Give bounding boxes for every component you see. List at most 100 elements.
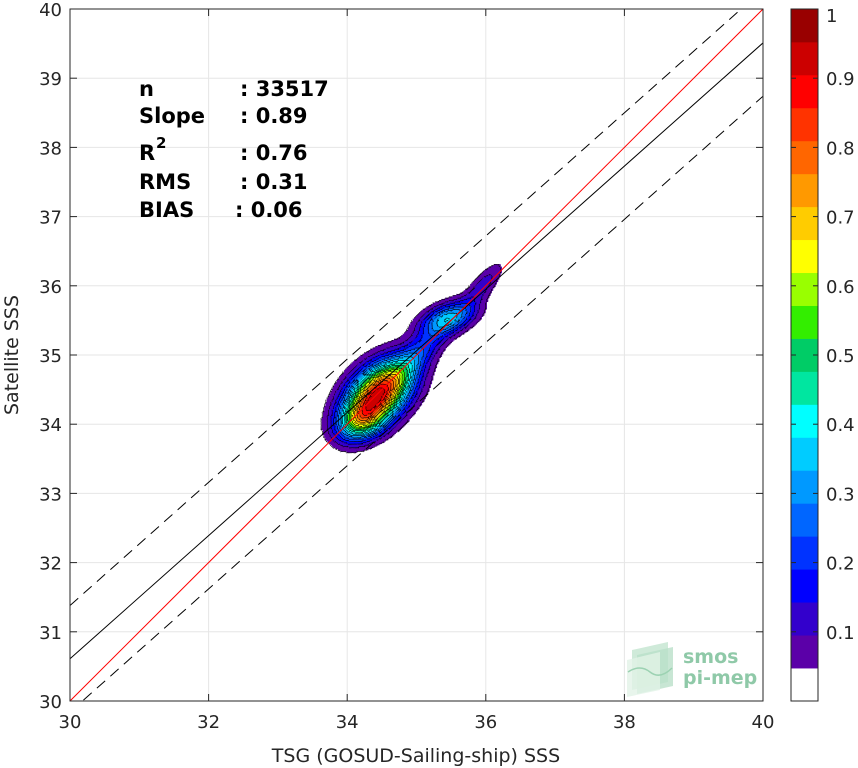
- density-cell: [399, 412, 401, 415]
- density-cell: [336, 394, 339, 397]
- density-cell: [357, 407, 360, 410]
- density-cell: [344, 391, 346, 393]
- density-cell: [425, 386, 428, 388]
- density-cell: [330, 396, 333, 398]
- density-cell: [405, 393, 408, 396]
- density-cell: [418, 388, 421, 391]
- density-cell: [367, 421, 370, 423]
- density-cell: [370, 404, 373, 407]
- density-cell: [407, 417, 410, 420]
- density-cell: [350, 445, 353, 448]
- density-cell: [326, 419, 329, 422]
- density-cell: [350, 427, 353, 430]
- density-cell: [364, 412, 366, 415]
- density-cell: [322, 422, 325, 425]
- density-cell: [366, 440, 369, 443]
- density-cell: [362, 437, 365, 440]
- density-cell: [380, 387, 383, 390]
- density-cell: [396, 397, 399, 400]
- density-cell: [342, 447, 345, 450]
- density-cell: [414, 408, 416, 411]
- density-cell: [331, 427, 334, 430]
- density-cell: [371, 408, 374, 411]
- density-cell: [376, 396, 379, 398]
- density-cell: [342, 401, 345, 403]
- density-cell: [356, 411, 359, 413]
- density-cell: [349, 396, 351, 398]
- density-cell: [351, 449, 354, 452]
- density-cell: [357, 392, 360, 395]
- density-cell: [382, 435, 385, 438]
- density-cell: [342, 411, 345, 413]
- density-cell: [324, 416, 327, 418]
- density-cell: [326, 402, 329, 405]
- density-cell: [411, 398, 414, 401]
- density-cell: [331, 418, 334, 421]
- density-cell: [359, 417, 361, 420]
- density-cell: [352, 421, 355, 423]
- density-cell: [402, 423, 405, 426]
- density-cell: [369, 394, 371, 397]
- density-cell: [395, 423, 398, 426]
- density-cell: [365, 401, 368, 403]
- density-cell: [375, 403, 378, 406]
- density-cell: [364, 447, 366, 450]
- density-cell: [367, 399, 370, 402]
- density-cell: [420, 397, 423, 400]
- density-cell: [349, 392, 351, 395]
- density-cell: [349, 393, 351, 396]
- density-cell: [357, 416, 360, 418]
- density-cell: [402, 399, 405, 402]
- density-cell: [371, 422, 374, 425]
- density-cell: [375, 430, 378, 433]
- density-cell: [381, 440, 384, 443]
- density-cell: [370, 419, 373, 422]
- density-cell: [391, 394, 394, 397]
- density-cell: [409, 386, 411, 388]
- density-cell: [344, 404, 346, 407]
- density-cell: [374, 399, 376, 402]
- density-cell: [360, 438, 363, 441]
- density-cell: [392, 413, 395, 416]
- density-cell: [330, 434, 333, 437]
- density-cell: [385, 421, 388, 423]
- density-cell: [377, 406, 380, 408]
- density-cell: [342, 398, 345, 401]
- density-cell: [400, 394, 403, 397]
- density-cell: [349, 389, 351, 392]
- density-cell: [362, 443, 365, 446]
- density-cell: [370, 433, 373, 436]
- density-cell: [427, 386, 430, 388]
- density-cell: [411, 384, 414, 387]
- density-cell: [355, 423, 358, 426]
- density-cell: [336, 397, 339, 400]
- density-cell: [335, 383, 338, 386]
- density-cell: [387, 406, 390, 408]
- density-cell: [397, 391, 400, 393]
- density-cell: [326, 422, 329, 425]
- density-cell: [394, 403, 396, 406]
- density-cell: [370, 417, 373, 420]
- density-cell: [414, 409, 416, 412]
- density-cell: [366, 445, 369, 448]
- density-cell: [341, 384, 344, 387]
- density-cell: [359, 449, 361, 452]
- density-cell: [330, 421, 333, 423]
- density-cell: [417, 394, 420, 397]
- density-cell: [352, 401, 355, 403]
- density-cell: [405, 396, 408, 398]
- density-cell: [340, 430, 343, 433]
- density-cell: [329, 430, 332, 433]
- density-cell: [326, 434, 329, 437]
- density-cell: [367, 435, 370, 438]
- density-cell: [366, 427, 369, 430]
- density-cell: [414, 388, 416, 391]
- density-cell: [397, 424, 400, 427]
- density-cell: [355, 448, 358, 451]
- density-cell: [386, 393, 389, 396]
- density-cell: [389, 435, 391, 438]
- density-cell: [359, 408, 361, 411]
- density-cell: [365, 430, 368, 433]
- density-cell: [337, 435, 340, 438]
- density-cell: [342, 443, 345, 446]
